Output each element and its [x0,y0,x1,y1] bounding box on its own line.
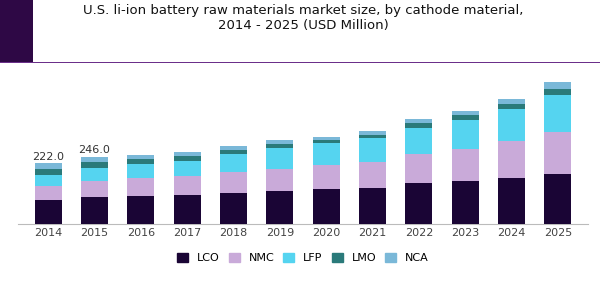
Bar [498,109,525,142]
Bar [35,163,62,169]
Bar [81,157,108,162]
Bar [544,82,571,89]
Bar [544,89,571,95]
Legend: LCO, NMC, LFP, LMO, NCA: LCO, NMC, LFP, LMO, NCA [173,248,433,268]
Bar [220,154,247,172]
Bar [359,162,386,188]
Bar [35,200,62,224]
Bar [81,197,108,224]
Bar [174,156,200,161]
Bar [174,161,200,176]
Bar [313,165,340,189]
Bar [313,143,340,165]
Bar [544,95,571,132]
Bar [127,196,154,224]
Bar [452,120,479,149]
Bar [127,155,154,159]
Bar [452,149,479,181]
Bar [406,127,432,153]
Bar [266,140,293,144]
Bar [498,142,525,178]
Bar [220,193,247,224]
Bar [313,137,340,140]
Bar [127,159,154,164]
Bar [220,146,247,150]
Bar [266,148,293,169]
Bar [220,150,247,154]
Bar [127,178,154,196]
Text: 246.0: 246.0 [79,145,110,155]
Text: 222.0: 222.0 [32,152,64,162]
Bar [81,181,108,197]
Bar [544,132,571,173]
Bar [359,135,386,138]
Bar [35,175,62,186]
Bar [452,181,479,224]
Bar [266,144,293,148]
Bar [406,183,432,224]
Bar [127,164,154,178]
Bar [406,119,432,123]
Bar [174,195,200,224]
Bar [174,176,200,195]
Bar [406,123,432,127]
Bar [452,111,479,115]
Bar [406,153,432,183]
Bar [544,173,571,224]
Bar [81,168,108,181]
Bar [498,178,525,224]
Bar [35,169,62,175]
Bar [452,115,479,120]
Bar [313,189,340,224]
Bar [81,162,108,168]
Bar [359,188,386,224]
Bar [498,104,525,109]
Bar [359,131,386,135]
Text: U.S. li-ion battery raw materials market size, by cathode material,
2014 - 2025 : U.S. li-ion battery raw materials market… [83,4,523,32]
Bar [313,140,340,143]
Bar [498,99,525,104]
Bar [174,153,200,156]
Bar [266,191,293,224]
Bar [266,169,293,191]
Bar [35,186,62,200]
Bar [359,138,386,162]
Bar [220,172,247,193]
